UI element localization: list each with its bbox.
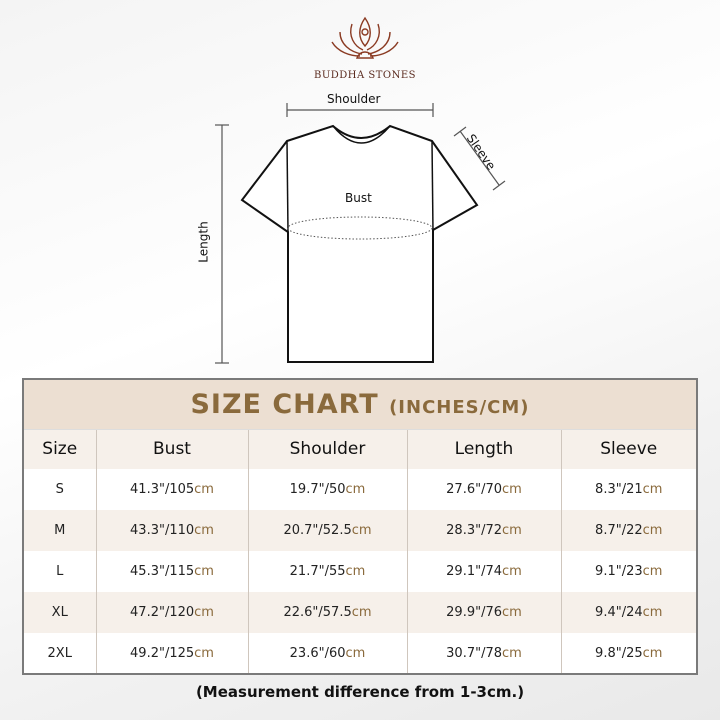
inch-value: 9.8"/25 xyxy=(595,645,643,661)
inch-value: 22.6"/57.5 xyxy=(283,605,352,620)
inch-value: 9.1"/23 xyxy=(595,564,643,579)
measure-cell: 27.6"/70cm xyxy=(406,469,561,510)
cm-unit: cm xyxy=(642,605,663,620)
inch-value: 21.7"/55 xyxy=(289,564,346,579)
cm-unit: cm xyxy=(194,564,214,579)
inch-value: 41.3"/105 xyxy=(130,482,195,497)
measure-cell: 19.7"/50cm xyxy=(247,469,407,510)
cm-unit: cm xyxy=(194,482,214,497)
cm-unit: cm xyxy=(502,564,522,579)
header-shoulder: Shoulder xyxy=(247,429,407,469)
cm-unit: cm xyxy=(502,482,522,497)
inch-value: 20.7"/52.5 xyxy=(283,523,352,538)
measure-cell: 9.8"/25cm xyxy=(560,633,697,674)
header-size: Size xyxy=(23,429,96,469)
cm-unit: cm xyxy=(194,645,214,661)
measure-cell: 21.7"/55cm xyxy=(247,551,407,592)
size-cell: XL xyxy=(23,592,96,633)
size-cell: S xyxy=(23,469,96,510)
measure-cell: 29.1"/74cm xyxy=(406,551,561,592)
inch-value: 49.2"/125 xyxy=(130,645,195,661)
measure-cell: 8.7"/22cm xyxy=(560,510,697,551)
measure-cell: 22.6"/57.5cm xyxy=(247,592,407,633)
measure-cell: 8.3"/21cm xyxy=(560,469,697,510)
measure-cell: 28.3"/72cm xyxy=(406,510,561,551)
size-chart-title: SIZE CHART (INCHES/CM) xyxy=(23,379,697,430)
size-chart-table: SIZE CHART (INCHES/CM) Size Bust Shoulde… xyxy=(22,378,698,675)
cm-unit: cm xyxy=(345,564,366,579)
cm-unit: cm xyxy=(194,605,214,620)
header-length: Length xyxy=(406,429,561,469)
size-cell: 2XL xyxy=(23,633,96,674)
size-cell: L xyxy=(23,551,96,592)
inch-value: 27.6"/70 xyxy=(446,482,503,497)
measure-cell: 45.3"/115cm xyxy=(95,551,248,592)
cm-unit: cm xyxy=(502,645,522,661)
title-unit: (INCHES/CM) xyxy=(389,396,530,418)
measure-cell: 47.2"/120cm xyxy=(95,592,248,633)
bust-label: Bust xyxy=(345,191,372,205)
lotus-meditation-icon xyxy=(331,16,399,59)
cm-unit: cm xyxy=(345,645,366,661)
inch-value: 8.3"/21 xyxy=(595,482,643,497)
measure-cell: 41.3"/105cm xyxy=(95,469,248,510)
cm-unit: cm xyxy=(351,605,372,620)
header-sleeve: Sleeve xyxy=(560,429,697,469)
measure-cell: 29.9"/76cm xyxy=(406,592,561,633)
shoulder-label: Shoulder xyxy=(327,92,381,106)
size-cell: M xyxy=(23,510,96,551)
measurement-note: (Measurement difference from 1-3cm.) xyxy=(195,683,525,701)
inch-value: 19.7"/50 xyxy=(289,482,346,497)
tshirt-diagram xyxy=(215,103,506,364)
inch-value: 30.7"/78 xyxy=(446,645,503,661)
inch-value: 29.1"/74 xyxy=(446,564,503,579)
measure-cell: 49.2"/125cm xyxy=(95,633,248,674)
measure-cell: 9.1"/23cm xyxy=(560,551,697,592)
length-label: Length xyxy=(196,221,211,263)
table-row: 2XL 49.2"/125cm 23.6"/60cm 30.7"/78cm 9.8"/2… xyxy=(23,633,697,674)
cm-unit: cm xyxy=(642,523,663,538)
measure-cell: 43.3"/110cm xyxy=(95,510,248,551)
table-row: S 41.3"/105cm 19.7"/50cm 27.6"/70cm 8.3"/21c… xyxy=(23,469,697,510)
inch-value: 8.7"/22 xyxy=(595,523,643,538)
brand-logo: BUDDHA STONES xyxy=(300,14,430,81)
measure-cell: 9.4"/24cm xyxy=(560,592,697,633)
cm-unit: cm xyxy=(642,482,663,497)
cm-unit: cm xyxy=(502,523,522,538)
measure-cell: 30.7"/78cm xyxy=(406,633,561,674)
brand-name: BUDDHA STONES xyxy=(313,70,417,81)
cm-unit: cm xyxy=(642,564,663,579)
table-row: L 45.3"/115cm 21.7"/55cm 29.1"/74cm 9.1"/23c… xyxy=(23,551,697,592)
inch-value: 28.3"/72 xyxy=(446,523,503,538)
title-text: SIZE CHART xyxy=(190,388,379,420)
inch-value: 47.2"/120 xyxy=(130,605,195,620)
inch-value: 45.3"/115 xyxy=(130,564,195,579)
inch-value: 29.9"/76 xyxy=(446,605,503,620)
table-row: XL 47.2"/120cm 22.6"/57.5cm 29.9"/76cm 9.4"/… xyxy=(23,592,697,633)
cm-unit: cm xyxy=(351,523,372,538)
cm-unit: cm xyxy=(194,523,214,538)
inch-value: 43.3"/110 xyxy=(130,523,195,538)
cm-unit: cm xyxy=(345,482,366,497)
table-row: M 43.3"/110cm 20.7"/52.5cm 28.3"/72cm 8.7"/2… xyxy=(23,510,697,551)
cm-unit: cm xyxy=(502,605,522,620)
inch-value: 23.6"/60 xyxy=(289,645,346,661)
measure-cell: 20.7"/52.5cm xyxy=(247,510,407,551)
measure-cell: 23.6"/60cm xyxy=(247,633,407,674)
header-row: Size Bust Shoulder Length Sleeve xyxy=(23,429,697,469)
cm-unit: cm xyxy=(642,645,663,661)
inch-value: 9.4"/24 xyxy=(595,605,643,620)
header-bust: Bust xyxy=(95,429,248,469)
